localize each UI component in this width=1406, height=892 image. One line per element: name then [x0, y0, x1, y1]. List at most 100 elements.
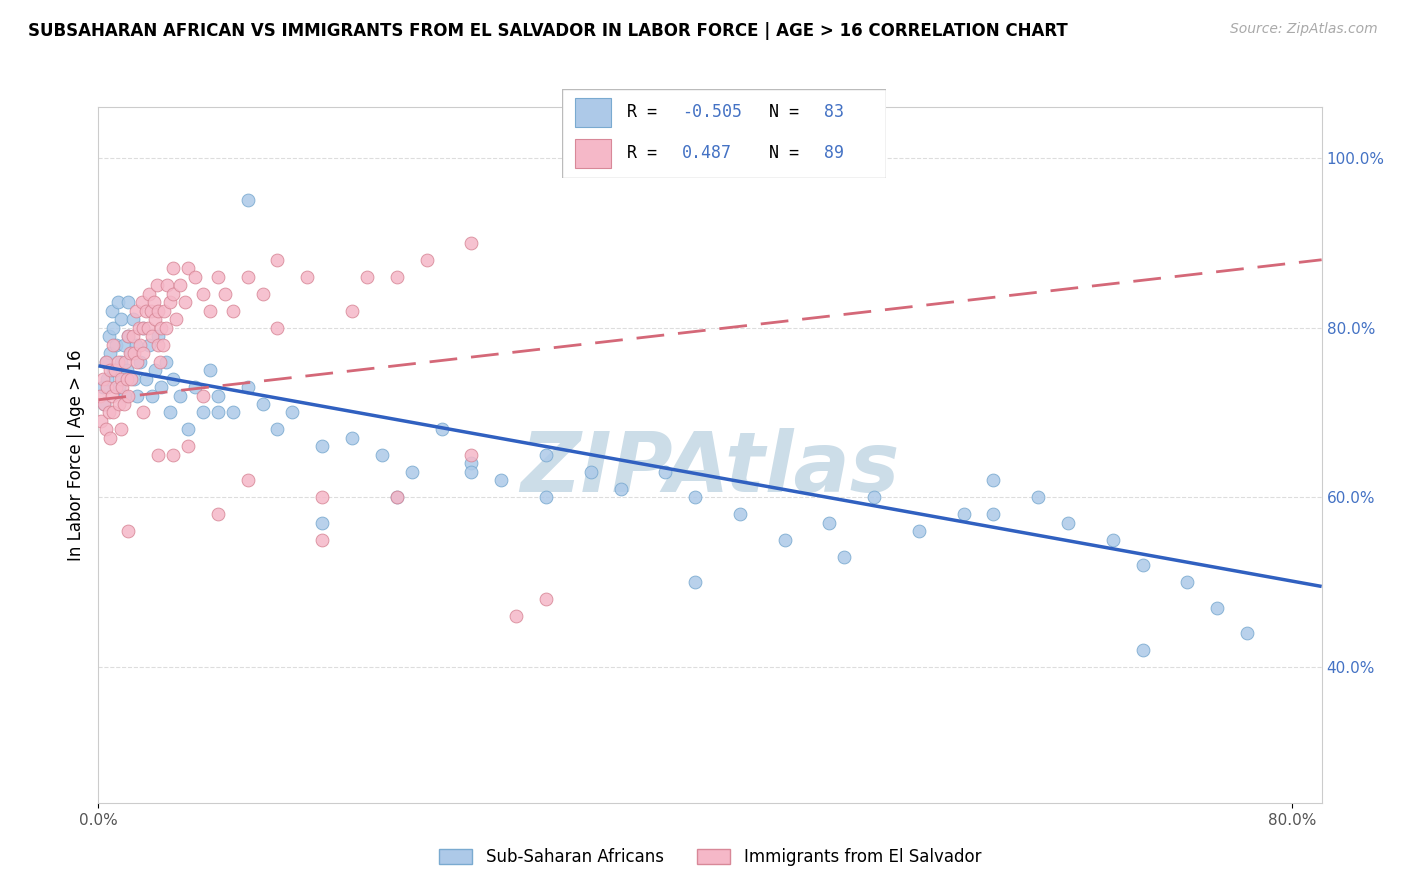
- Point: [281, 405, 304, 419]
- Point: [96, 371, 118, 385]
- Point: [98, 346, 121, 360]
- Point: [356, 269, 378, 284]
- Point: [97, 329, 120, 343]
- Point: [983, 474, 1005, 488]
- Point: [103, 405, 125, 419]
- Point: [125, 303, 148, 318]
- Point: [385, 491, 408, 505]
- Point: [207, 388, 229, 402]
- Point: [266, 252, 288, 267]
- Point: [169, 388, 191, 402]
- Point: [162, 371, 184, 385]
- Text: SUBSAHARAN AFRICAN VS IMMIGRANTS FROM EL SALVADOR IN LABOR FORCE | AGE > 16 CORR: SUBSAHARAN AFRICAN VS IMMIGRANTS FROM EL…: [28, 22, 1069, 40]
- Point: [162, 448, 184, 462]
- Point: [141, 329, 163, 343]
- Point: [952, 508, 974, 522]
- Point: [683, 575, 706, 590]
- Point: [311, 516, 333, 530]
- Point: [107, 354, 129, 368]
- Point: [579, 465, 602, 479]
- Point: [177, 439, 200, 453]
- Point: [266, 320, 288, 334]
- Point: [112, 337, 135, 351]
- Point: [141, 388, 163, 402]
- Point: [107, 295, 129, 310]
- Point: [112, 397, 135, 411]
- Point: [127, 354, 149, 368]
- Point: [654, 465, 676, 479]
- Point: [129, 354, 152, 368]
- Point: [93, 397, 115, 411]
- Point: [110, 312, 132, 326]
- Point: [159, 405, 181, 419]
- Point: [460, 448, 482, 462]
- FancyBboxPatch shape: [562, 89, 886, 178]
- Point: [138, 337, 160, 351]
- Text: -0.505: -0.505: [682, 103, 742, 121]
- Point: [983, 508, 1005, 522]
- Point: [266, 422, 288, 436]
- Point: [136, 320, 159, 334]
- Point: [122, 346, 145, 360]
- Point: [311, 491, 333, 505]
- Point: [98, 363, 121, 377]
- Point: [177, 261, 200, 276]
- Point: [773, 533, 796, 547]
- Point: [105, 337, 128, 351]
- Point: [117, 329, 139, 343]
- Text: Source: ZipAtlas.com: Source: ZipAtlas.com: [1230, 22, 1378, 37]
- Text: R =: R =: [627, 103, 666, 121]
- Point: [135, 303, 157, 318]
- Point: [683, 491, 706, 505]
- Point: [145, 278, 167, 293]
- Point: [96, 380, 118, 394]
- Point: [94, 354, 117, 368]
- Point: [132, 346, 155, 360]
- Point: [385, 491, 408, 505]
- Point: [98, 431, 121, 445]
- Point: [184, 269, 207, 284]
- Point: [105, 380, 128, 394]
- Point: [131, 295, 153, 310]
- Point: [146, 303, 169, 318]
- Point: [908, 524, 931, 539]
- Point: [207, 508, 229, 522]
- Point: [91, 371, 114, 385]
- Point: [236, 474, 259, 488]
- Point: [207, 405, 229, 419]
- Point: [150, 380, 173, 394]
- Point: [101, 388, 124, 402]
- Point: [110, 371, 132, 385]
- Point: [165, 312, 187, 326]
- Point: [150, 320, 173, 334]
- Point: [162, 286, 184, 301]
- Point: [169, 278, 191, 293]
- Point: [127, 388, 149, 402]
- Point: [90, 414, 112, 428]
- Y-axis label: In Labor Force | Age > 16: In Labor Force | Age > 16: [66, 349, 84, 561]
- Point: [340, 431, 363, 445]
- Point: [152, 337, 174, 351]
- Point: [111, 371, 134, 385]
- Point: [94, 354, 117, 368]
- Point: [174, 295, 197, 310]
- Point: [110, 422, 132, 436]
- Point: [120, 371, 142, 385]
- Point: [162, 261, 184, 276]
- Point: [117, 388, 139, 402]
- Point: [863, 491, 886, 505]
- Point: [93, 397, 115, 411]
- Legend: Sub-Saharan Africans, Immigrants from El Salvador: Sub-Saharan Africans, Immigrants from El…: [430, 839, 990, 874]
- Point: [430, 422, 453, 436]
- Point: [1177, 575, 1199, 590]
- Point: [1057, 516, 1080, 530]
- Point: [139, 303, 162, 318]
- Point: [1101, 533, 1123, 547]
- Point: [207, 269, 229, 284]
- Point: [143, 363, 166, 377]
- Text: ZIPAtlas: ZIPAtlas: [520, 428, 900, 509]
- Point: [252, 397, 274, 411]
- Point: [104, 363, 127, 377]
- Point: [128, 320, 150, 334]
- Point: [132, 405, 155, 419]
